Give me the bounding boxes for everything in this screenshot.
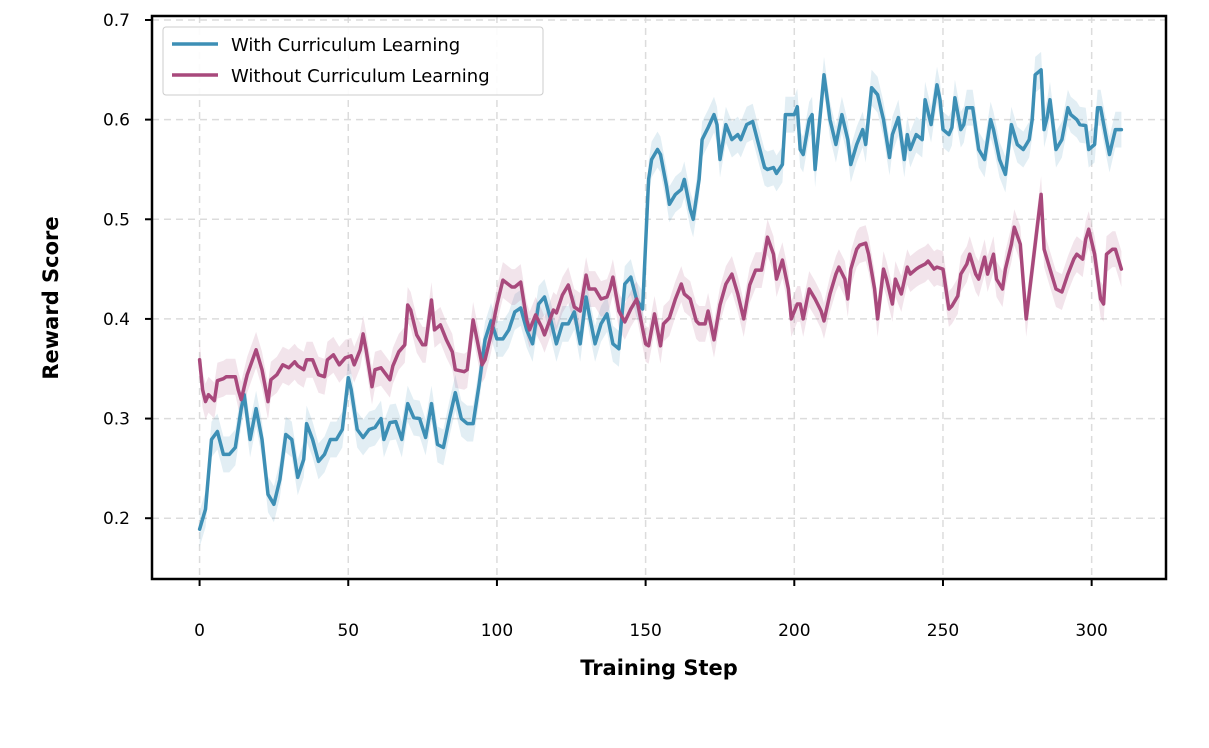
grid — [152, 16, 1166, 579]
x-axis-ticks: 0 50 100 150 200 250 300 — [194, 579, 1108, 641]
y-tick-label: 0.2 — [103, 509, 130, 529]
series-band-1 — [199, 176, 1122, 420]
x-axis-label: Training Step — [580, 656, 738, 680]
x-tick-label: 300 — [1075, 621, 1107, 641]
y-tick-label: 0.4 — [103, 310, 130, 330]
x-tick-label: 50 — [337, 621, 359, 641]
series-band-0 — [199, 51, 1122, 548]
series-line-1 — [197, 192, 1124, 404]
y-axis-ticks: 0.2 0.3 0.4 0.5 0.6 0.7 — [103, 11, 152, 529]
legend: With Curriculum Learning Without Curricu… — [162, 26, 544, 96]
y-tick-label: 0.5 — [103, 210, 130, 230]
x-tick-label: 150 — [629, 621, 661, 641]
x-tick-label: 0 — [194, 621, 205, 641]
legend-label-without-curriculum: Without Curriculum Learning — [231, 66, 490, 87]
y-tick-label: 0.3 — [103, 410, 130, 430]
x-tick-label: 250 — [927, 621, 959, 641]
y-tick-label: 0.7 — [103, 11, 130, 31]
legend-label-with-curriculum: With Curriculum Learning — [231, 35, 460, 56]
series-lines — [197, 68, 1124, 531]
x-tick-label: 200 — [778, 621, 810, 641]
plot-frame — [150, 14, 1168, 581]
legend-box — [162, 26, 544, 96]
x-tick-label: 100 — [481, 621, 513, 641]
y-axis-label: Reward Score — [39, 216, 63, 379]
confidence-bands — [199, 51, 1122, 548]
series-line-0 — [197, 68, 1124, 531]
y-tick-label: 0.6 — [103, 111, 130, 131]
